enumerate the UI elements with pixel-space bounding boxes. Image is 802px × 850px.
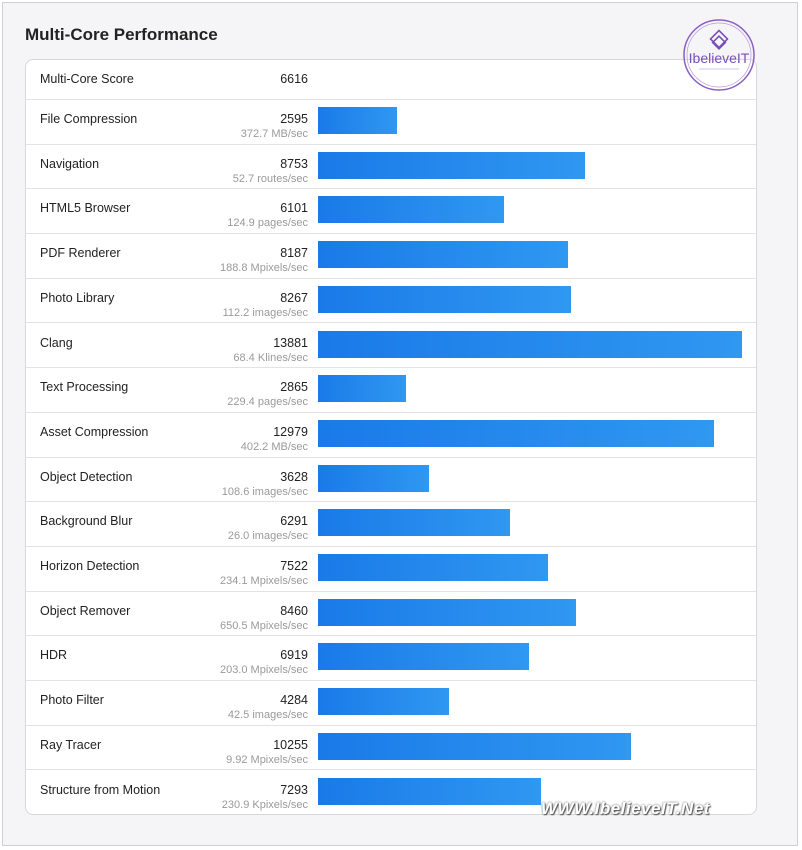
benchmark-row: Text Processing 2865 229.4 pages/sec xyxy=(26,368,756,413)
benchmark-row: Asset Compression 12979 402.2 MB/sec xyxy=(26,413,756,458)
benchmark-rate: 68.4 Klines/sec xyxy=(233,351,308,364)
benchmark-score: 4284 xyxy=(280,693,308,708)
benchmark-row: PDF Renderer 8187 188.8 Mpixels/sec xyxy=(26,234,756,279)
benchmark-row: Structure from Motion 7293 230.9 Kpixels/s… xyxy=(26,771,756,815)
watermark-logo-text: IbelieveIT xyxy=(689,50,750,66)
benchmark-label: File Compression xyxy=(40,112,138,126)
benchmark-score: 2865 xyxy=(280,380,308,395)
benchmark-rate: 108.6 images/sec xyxy=(221,485,308,498)
benchmark-bar xyxy=(318,419,714,447)
benchmark-score: 8267 xyxy=(280,290,308,305)
benchmark-bar xyxy=(318,196,504,224)
benchmark-score: 8187 xyxy=(280,246,308,261)
benchmark-rate: 124.9 pages/sec xyxy=(227,217,308,230)
benchmark-label: Photo Filter xyxy=(40,693,104,708)
benchmark-row: HTML5 Browser 6101 124.9 pages/sec xyxy=(26,189,756,235)
benchmark-bar xyxy=(318,777,541,805)
benchmark-bar xyxy=(318,688,449,716)
benchmark-rate: 188.8 Mpixels/sec xyxy=(219,262,308,275)
benchmark-rate: 9.92 Mpixels/sec xyxy=(226,753,308,766)
benchmark-rate: 230.9 Kpixels/sec xyxy=(221,798,308,811)
benchmark-row: HDR 6919 203.0 Mpixels/sec xyxy=(26,636,756,682)
benchmark-row: Ray Tracer 10255 9.92 Mpixels/sec xyxy=(26,726,756,771)
benchmark-label: Asset Compression xyxy=(40,424,149,439)
benchmark-score: 6101 xyxy=(280,201,308,216)
benchmark-bar xyxy=(318,509,510,537)
benchmark-rate: 372.7 MB/sec xyxy=(240,128,308,140)
results-card: Multi-Core Score 6616 File Compression 25… xyxy=(25,59,757,815)
benchmark-label: Clang xyxy=(40,335,73,350)
benchmark-score: 13881 xyxy=(273,335,308,350)
benchmark-rate: 650.5 Mpixels/sec xyxy=(219,619,308,632)
benchmark-label: Navigation xyxy=(40,156,100,171)
benchmark-label: PDF Renderer xyxy=(40,246,121,261)
benchmark-score: 7293 xyxy=(280,782,308,797)
benchmark-rate: 42.5 images/sec xyxy=(227,709,308,722)
benchmark-label: Object Remover xyxy=(40,603,131,618)
benchmark-bar xyxy=(318,732,631,760)
benchmark-row: Background Blur 6291 26.0 images/sec xyxy=(26,502,756,547)
benchmark-label: Ray Tracer xyxy=(40,737,102,752)
benchmark-label: Background Blur xyxy=(40,514,133,529)
benchmark-label: Horizon Detection xyxy=(40,559,140,573)
benchmark-rate: 234.1 Mpixels/sec xyxy=(219,575,308,587)
benchmark-row: Clang 13881 68.4 Klines/sec xyxy=(26,324,756,369)
benchmark-bar xyxy=(318,241,568,269)
benchmark-label: Structure from Motion xyxy=(40,782,161,797)
benchmark-bar xyxy=(318,598,576,626)
benchmark-score: 12979 xyxy=(273,424,308,439)
summary-row: Multi-Core Score 6616 xyxy=(26,60,756,100)
benchmark-bar xyxy=(318,330,742,358)
benchmark-score: 7522 xyxy=(280,559,308,573)
benchmark-row: Navigation 8753 52.7 routes/sec xyxy=(26,145,756,190)
benchmark-score: 2595 xyxy=(280,112,308,126)
watermark-logo: IbelieveIT xyxy=(683,19,755,91)
benchmark-rate: 402.2 MB/sec xyxy=(240,440,308,453)
benchmark-row: Photo Filter 4284 42.5 images/sec xyxy=(26,681,756,726)
benchmark-row: Photo Library 8267 112.2 images/sec xyxy=(26,279,756,324)
benchmark-rate: 203.0 Mpixels/sec xyxy=(219,664,308,677)
benchmark-bar xyxy=(318,107,397,134)
benchmark-score: 8460 xyxy=(280,603,308,618)
benchmark-bar xyxy=(318,643,529,671)
benchmark-bar xyxy=(318,151,585,179)
benchmark-bar xyxy=(318,554,548,581)
benchmark-bar xyxy=(318,285,571,313)
benchmark-bar xyxy=(318,464,429,492)
benchmark-label: Object Detection xyxy=(40,469,133,484)
benchmark-label: Text Processing xyxy=(40,380,129,395)
benchmark-label: HDR xyxy=(40,648,68,663)
benchmark-rate: 52.7 routes/sec xyxy=(232,172,308,185)
benchmark-rate: 26.0 images/sec xyxy=(227,530,308,543)
benchmark-row: Horizon Detection 7522 234.1 Mpixels/sec xyxy=(26,547,756,592)
summary-label: Multi-Core Score xyxy=(40,72,134,86)
benchmark-bar xyxy=(318,375,406,403)
benchmark-row: Object Remover 8460 650.5 Mpixels/sec xyxy=(26,592,756,637)
benchmark-score: 3628 xyxy=(280,469,308,484)
benchmark-rate: 112.2 images/sec xyxy=(222,306,308,319)
benchmark-score: 6291 xyxy=(280,514,308,529)
benchmark-row: Object Detection 3628 108.6 images/sec xyxy=(26,458,756,503)
benchmark-score: 8753 xyxy=(280,156,308,171)
benchmark-score: 6919 xyxy=(280,648,308,663)
benchmark-score: 10255 xyxy=(273,737,308,752)
benchmark-label: Photo Library xyxy=(40,290,115,305)
benchmark-rate: 229.4 pages/sec xyxy=(227,396,308,409)
watermark-footer: WWW.IbelieveIT.Net xyxy=(541,799,710,818)
benchmark-label: HTML5 Browser xyxy=(40,201,131,216)
benchmark-row: File Compression 2595 372.7 MB/sec xyxy=(26,100,756,145)
summary-score: 6616 xyxy=(280,72,308,86)
page-title: Multi-Core Performance xyxy=(25,25,218,44)
